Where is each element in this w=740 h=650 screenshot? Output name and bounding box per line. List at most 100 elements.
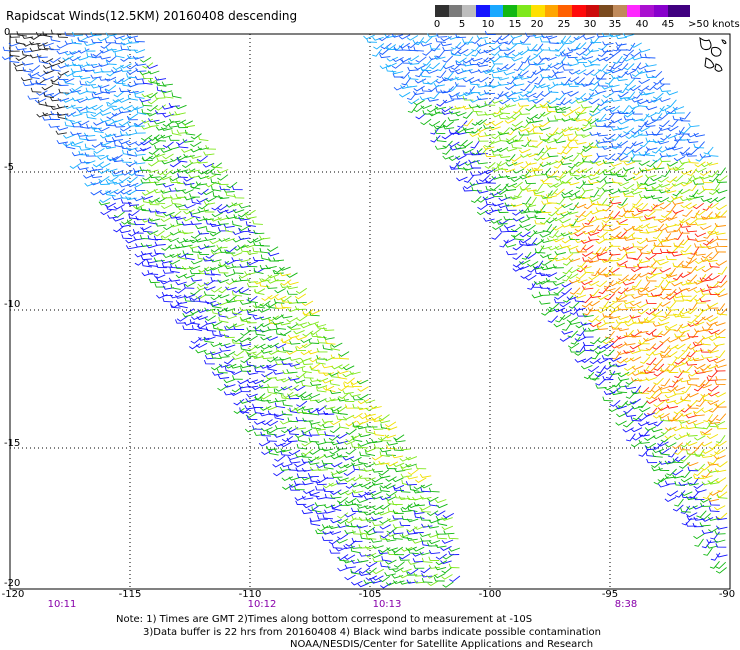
wind-barb [470,140,480,149]
wind-barb [112,64,124,71]
wind-barb [419,96,432,101]
wind-barb [356,420,369,425]
wind-barb [421,79,433,85]
wind-barb [245,350,257,355]
wind-barb [531,123,544,128]
wind-barb [475,118,488,126]
wind-barb [638,151,650,156]
wind-barb [315,510,327,515]
wind-barb [470,171,482,176]
wind-barb [703,230,714,239]
wind-barb [532,128,544,134]
wind-barb [420,566,432,574]
wind-barb [378,474,391,479]
wind-barb [617,246,630,252]
wind-barb [706,376,718,381]
wind-barb [371,516,383,521]
wind-barb [112,180,124,185]
wind-barb [637,369,649,375]
wind-barb [111,106,123,111]
wind-barb [421,573,433,578]
wind-barb [552,216,565,222]
wind-barb [631,371,644,376]
wind-barb [582,257,594,262]
wind-barb [202,162,215,168]
wind-barb [566,273,579,280]
wind-barb [266,429,277,436]
wind-barb [645,112,657,118]
wind-barb [301,381,312,387]
wind-barb [595,75,607,80]
wind-barb [647,260,658,268]
wind-barb [707,461,719,466]
wind-barb [246,360,257,367]
wind-barb [510,40,523,45]
wind-barb [687,132,699,138]
wind-barb [84,132,96,137]
wind-barb [272,257,285,262]
wind-barb [119,183,131,188]
wind-barb [693,482,705,490]
wind-barb [455,130,468,136]
wind-barb [238,228,250,233]
wind-barb [385,559,397,565]
wind-barb [511,161,524,166]
wind-barb [135,140,147,146]
wind-barb [259,247,270,254]
wind-barb [553,133,565,141]
wind-barb [679,309,692,315]
wind-barb [386,527,398,534]
wind-barb [309,466,322,471]
wind-barb [174,111,186,116]
wind-barb [617,383,630,388]
wind-barb [519,224,531,229]
wind-barb [678,462,690,469]
wind-barb [643,369,655,374]
wind-barb [660,378,671,387]
wind-barb [100,142,112,148]
wind-barb [685,286,698,292]
wind-barb [295,467,307,472]
wind-barb [555,196,566,205]
wind-barb [497,76,510,81]
wind-barb [533,90,544,99]
wind-barb [632,197,643,206]
wind-barb [686,349,698,358]
wind-barb [50,110,62,116]
wind-barb [338,556,349,562]
wind-barb [104,76,117,82]
wind-barb [153,153,166,158]
wind-barb [482,69,495,75]
wind-barb [400,45,412,52]
wind-barb [337,567,349,572]
wind-barb [624,69,636,76]
wind-barb [643,91,655,96]
wind-barb [321,447,334,452]
wind-barb [196,197,208,203]
wind-barb [483,56,495,63]
wind-barb [576,328,587,337]
wind-barb [365,449,376,457]
wind-barb [623,350,635,354]
wind-barb [580,127,593,132]
wind-barb [268,319,280,325]
wind-barb [604,349,615,357]
wind-barb [104,144,116,150]
wind-barb [133,204,145,210]
wind-barb [364,545,377,550]
wind-barb [693,474,705,479]
wind-barb [196,316,208,321]
wind-barb [301,367,312,374]
wind-barb [573,34,585,41]
wind-barb [533,104,546,109]
wind-barb [198,135,209,142]
wind-barb [531,167,543,172]
wind-barb [596,113,607,122]
wind-barb [610,302,622,310]
wind-barb [701,408,713,413]
wind-barb [582,230,594,235]
wind-barb [261,371,273,378]
wind-barb [672,426,684,432]
wind-barb [646,160,658,168]
wind-barb [666,176,678,183]
